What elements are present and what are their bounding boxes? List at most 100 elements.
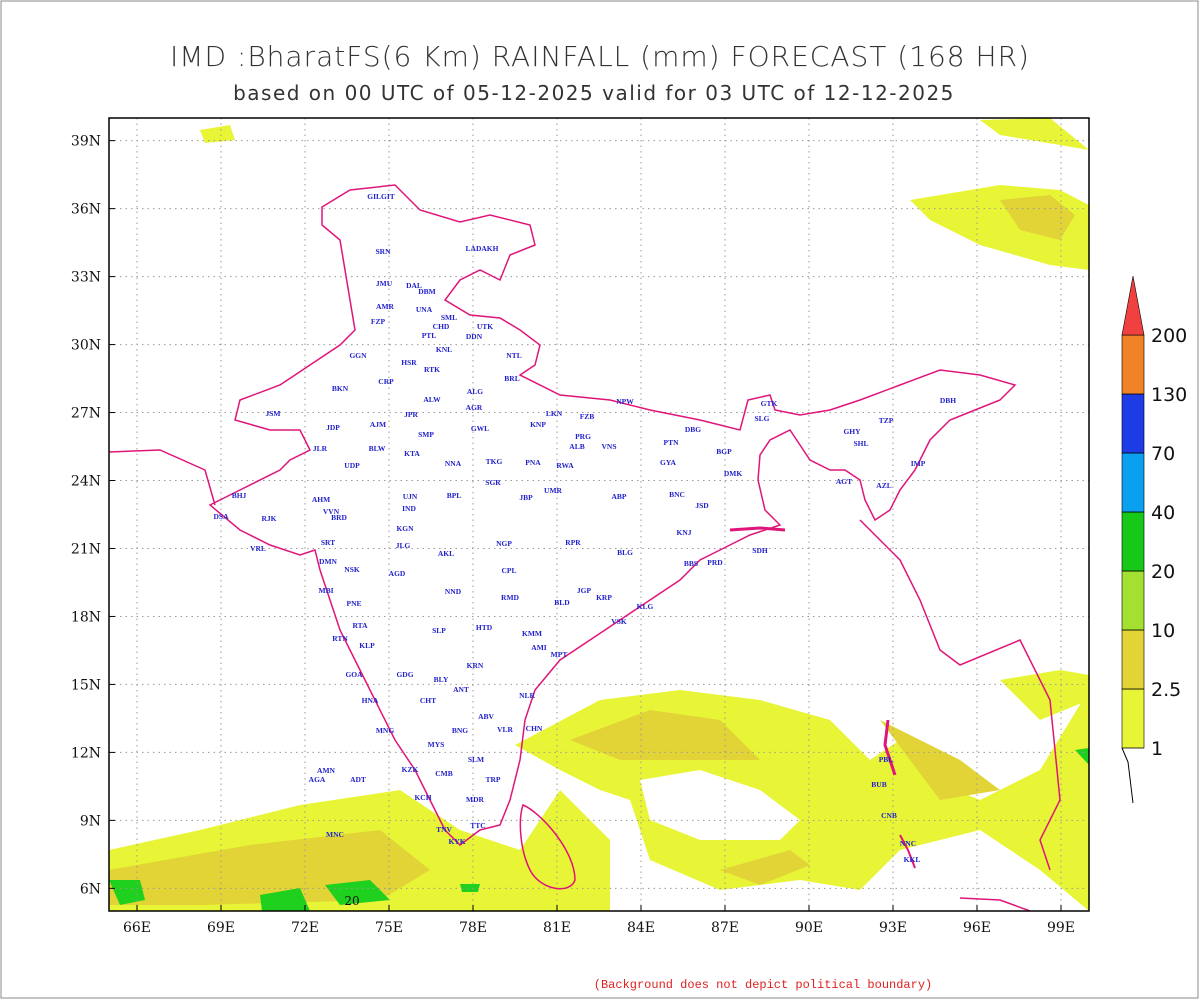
station-label: GILGIT <box>367 192 395 201</box>
station-label: SLP <box>432 626 446 635</box>
station-label: DBG <box>685 425 701 434</box>
y-tick-label: 6N <box>80 881 101 897</box>
rain-area <box>880 720 1000 800</box>
station-label: KKL <box>904 855 921 864</box>
station-label: NPW <box>616 397 634 406</box>
station-label: VVN <box>323 507 340 516</box>
station-label: RMD <box>501 593 519 602</box>
station-label: HTD <box>476 623 493 632</box>
station-label: MNG <box>376 726 394 735</box>
station-label: IMP <box>911 459 926 468</box>
station-label: MDR <box>466 795 484 804</box>
subtitle: based on 00 UTC of 05-12-2025 valid for … <box>233 81 955 105</box>
rain-area <box>460 884 480 892</box>
colorbar-label: 2.5 <box>1151 679 1181 701</box>
station-label: MBI <box>319 586 334 595</box>
station-label: NSK <box>344 565 360 574</box>
station-label: PTN <box>664 438 680 447</box>
station-label: CHN <box>526 724 543 733</box>
station-label: BNG <box>452 726 468 735</box>
station-label: SDH <box>752 546 768 555</box>
station-label: UTK <box>477 322 493 331</box>
colorbar-label: 200 <box>1151 325 1187 347</box>
sundarbans-coast <box>729 526 786 532</box>
colorbar-box <box>1121 334 1145 395</box>
station-label: CHT <box>420 696 436 705</box>
station-label: AMI <box>531 643 546 652</box>
station-label: GOA <box>345 670 363 679</box>
station-label: JMU <box>376 279 393 288</box>
title: IMD :BharatFS(6 Km) RAINFALL (mm) FORECA… <box>170 40 1030 73</box>
rain-area <box>1000 670 1089 720</box>
colorbar-box <box>1121 393 1145 454</box>
station-label: DSA <box>213 512 229 521</box>
station-label: KNJ <box>677 528 692 537</box>
station-label: TZP <box>879 416 894 425</box>
station-label: NTL <box>506 351 521 360</box>
station-label: ALG <box>467 387 483 396</box>
station-label: HSR <box>401 358 417 367</box>
x-tick-label: 66E <box>123 920 151 936</box>
x-tick-label: 84E <box>627 920 655 936</box>
colorbar-triangle <box>1121 275 1145 336</box>
station-label: RTK <box>424 365 440 374</box>
colorbar-label: 70 <box>1151 443 1175 465</box>
station-label: SRN <box>375 247 391 256</box>
station-label: NLR <box>519 691 535 700</box>
station-label: AMN <box>317 766 335 775</box>
y-tick-label: 21N <box>71 541 101 557</box>
station-label: JDP <box>326 423 340 432</box>
station-label: UNA <box>416 305 433 314</box>
x-tick-label: 87E <box>711 920 739 936</box>
station-label: BKN <box>332 384 349 393</box>
border-line <box>108 449 216 506</box>
y-tick-label: 18N <box>71 609 101 625</box>
station-label: TKG <box>486 457 503 466</box>
station-label: IND <box>402 504 416 513</box>
colorbar-box <box>1121 511 1145 572</box>
station-label: CMB <box>435 769 453 778</box>
station-label: UMR <box>544 486 562 495</box>
x-tick-label: 72E <box>291 920 319 936</box>
station-label: KRN <box>467 661 484 670</box>
boundaries <box>108 184 1061 912</box>
x-tick-label: 81E <box>543 920 571 936</box>
station-label: BGP <box>716 447 732 456</box>
y-tick-label: 9N <box>80 813 101 829</box>
station-label: RTN <box>332 634 348 643</box>
border-line <box>959 897 1031 912</box>
station-label: PNE <box>347 599 362 608</box>
y-tick-label: 12N <box>71 745 101 761</box>
station-label: RJK <box>262 514 277 523</box>
station-label: ALW <box>423 395 441 404</box>
station-label: VLR <box>497 725 513 734</box>
station-label: BLG <box>617 548 633 557</box>
nicobar-islands <box>899 834 916 869</box>
station-label: SHL <box>853 439 868 448</box>
station-label: ALB <box>569 442 584 451</box>
y-tick-label: 39N <box>71 134 101 150</box>
x-tick-label: 78E <box>459 920 487 936</box>
rain-area <box>720 850 810 885</box>
station-label: BRD <box>331 513 347 522</box>
station-label: AGT <box>836 477 852 486</box>
station-label: GGN <box>349 351 367 360</box>
colorbar-label: 10 <box>1151 620 1175 642</box>
colorbar-box <box>1121 629 1145 690</box>
station-label: BRL <box>504 374 519 383</box>
station-label: JBP <box>519 493 533 502</box>
rain-gap <box>640 770 800 840</box>
station-label: AGR <box>466 403 483 412</box>
rain-area <box>325 880 390 905</box>
station-label: DDN <box>466 332 483 341</box>
colorbar-label: 40 <box>1151 502 1175 524</box>
station-label: CRP <box>378 377 394 386</box>
station-label: KZK <box>402 765 419 774</box>
station-label: BUB <box>871 780 886 789</box>
y-tick-label: 36N <box>71 202 101 218</box>
station-label: MNC <box>326 830 344 839</box>
rain-area <box>260 888 310 911</box>
station-label: KMM <box>522 629 542 638</box>
station-label: NNA <box>445 459 462 468</box>
station-label: FZB <box>580 412 595 421</box>
